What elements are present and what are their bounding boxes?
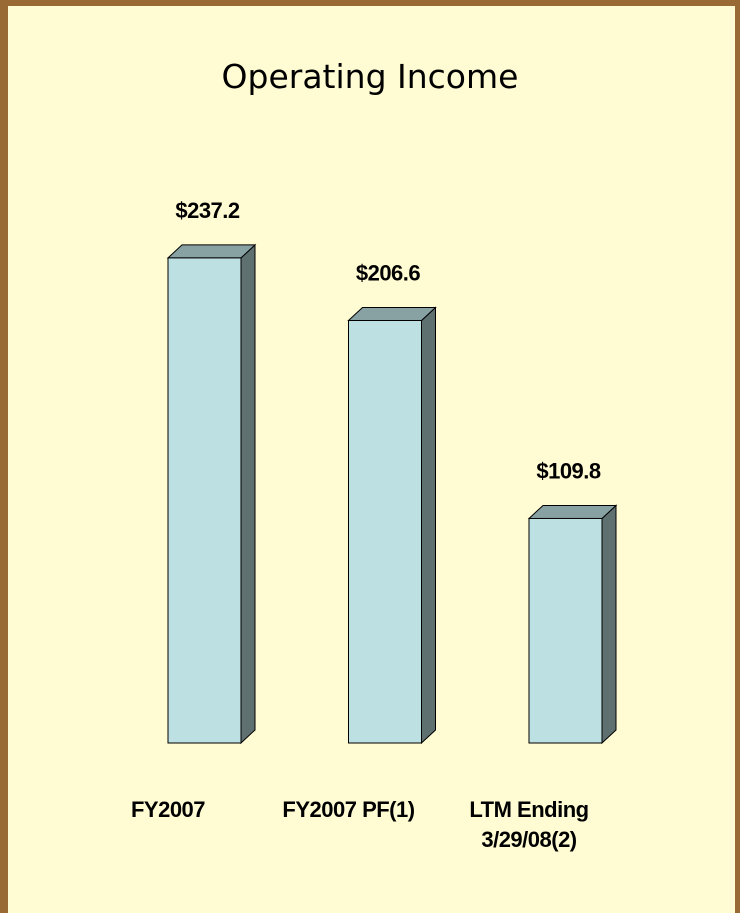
x-tick-label: FY2007 PF(1) bbox=[282, 797, 415, 822]
chart-title: Operating Income bbox=[222, 57, 519, 96]
bar bbox=[348, 320, 422, 744]
x-tick-label: FY2007 bbox=[130, 797, 206, 822]
bar bbox=[167, 257, 242, 744]
bar-side bbox=[421, 306, 436, 745]
value-label: $109.8 bbox=[536, 458, 601, 483]
bar-top bbox=[527, 504, 618, 519]
value-label: $206.6 bbox=[356, 261, 421, 286]
bar bbox=[528, 517, 603, 744]
bar-top bbox=[166, 244, 257, 259]
x-tick-label: LTM Ending 3/29/08(2) bbox=[469, 797, 589, 852]
value-label: $237.2 bbox=[175, 198, 240, 223]
bar-side bbox=[240, 243, 256, 745]
bar-side bbox=[601, 504, 617, 745]
bar-top bbox=[347, 307, 437, 322]
